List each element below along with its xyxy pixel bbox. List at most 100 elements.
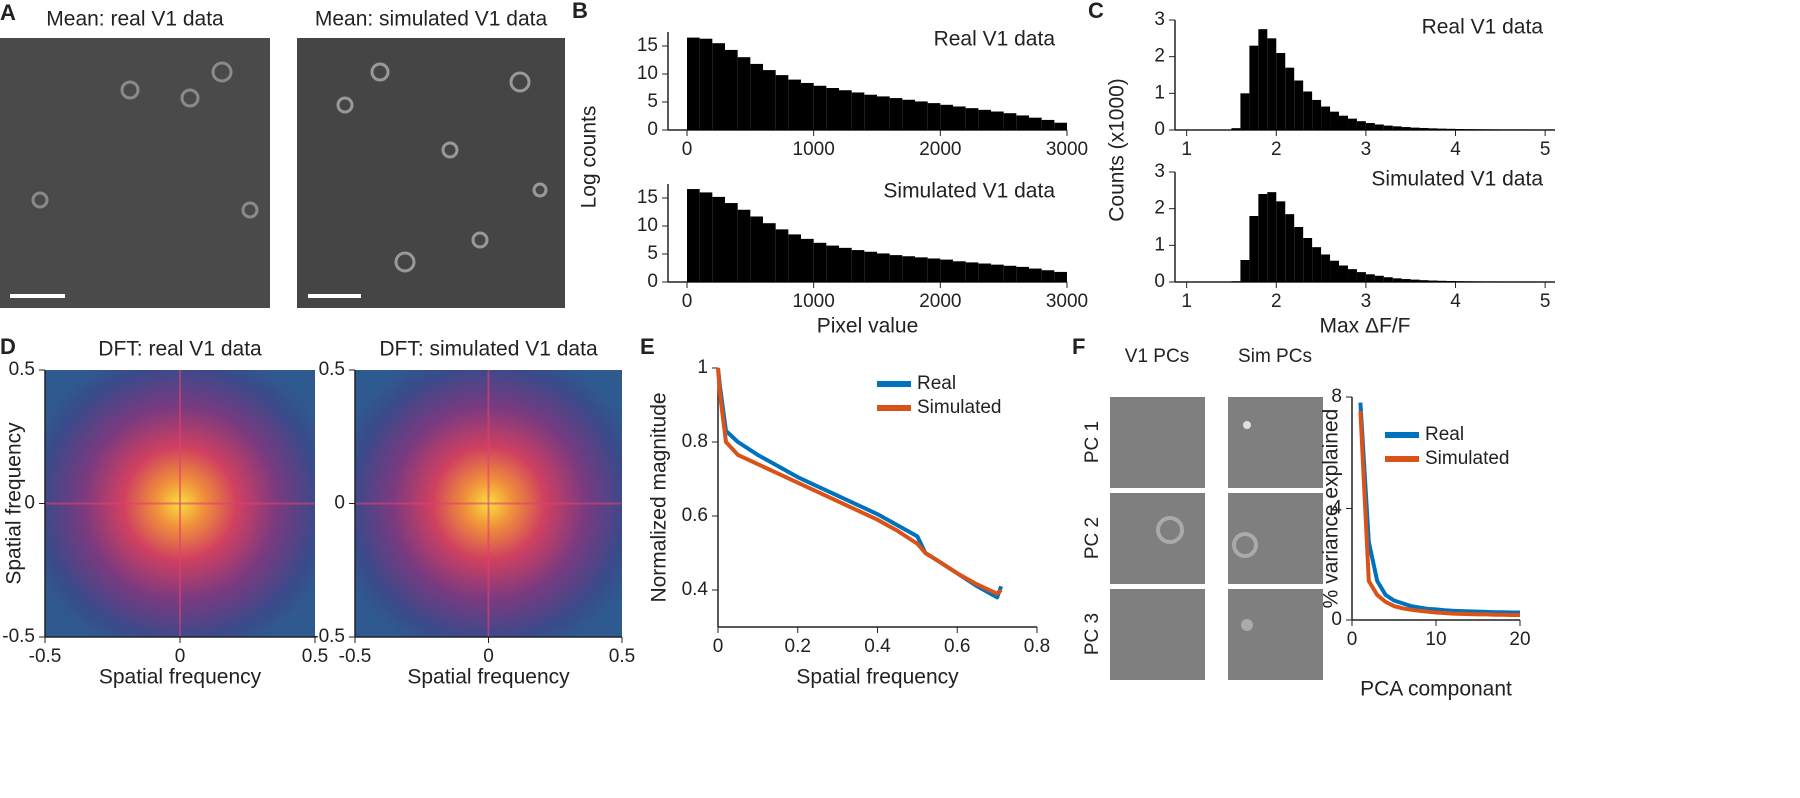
x-axis-label: PCA componant (1360, 678, 1512, 701)
y-axis-label: Normalized magnitude (648, 392, 671, 602)
y-tick-label: 3 (1154, 9, 1165, 30)
legend-label: Real (917, 373, 956, 394)
bar (801, 83, 814, 130)
y-tick-label: 15 (637, 35, 658, 56)
bar (1464, 129, 1473, 130)
y-axis-label: Counts (x1000) (1106, 78, 1129, 222)
bar (1375, 276, 1384, 282)
bar (1384, 277, 1393, 282)
bar (1303, 92, 1312, 131)
y-tick-label: -0.5 (2, 626, 35, 647)
y-tick-label: 0.5 (319, 359, 345, 380)
bar (1029, 118, 1042, 130)
bar (1054, 272, 1067, 282)
bar (1420, 280, 1429, 282)
bar (788, 234, 801, 282)
y-tick-label: 0 (1331, 609, 1342, 630)
y-tick-label: 2 (1154, 198, 1165, 219)
bar (940, 105, 953, 130)
bar (725, 203, 738, 282)
x-tick-label: 1 (1181, 139, 1192, 160)
bar (1267, 38, 1276, 130)
y-tick-label: 10 (637, 215, 658, 236)
x-tick-label: 1000 (793, 139, 835, 160)
bar (725, 50, 738, 130)
y-axis-label: Log counts (578, 106, 601, 209)
bar (890, 98, 903, 130)
bar (1491, 129, 1500, 130)
legend-label: Simulated (1425, 448, 1510, 469)
bar (750, 64, 763, 130)
bar (687, 189, 700, 282)
bar (1429, 128, 1438, 130)
bar (928, 258, 941, 282)
mean-image-sim (297, 38, 565, 308)
x-tick-label: 2000 (919, 139, 961, 160)
scale-bar (10, 294, 65, 298)
x-tick-label: 3000 (1046, 139, 1088, 160)
x-tick-label: -0.5 (29, 646, 62, 667)
bar (978, 110, 991, 130)
annotation: Real V1 data (1422, 16, 1544, 39)
bar (890, 255, 903, 282)
panel-label: F (1072, 334, 1085, 359)
x-tick-label: 0 (713, 636, 724, 657)
bar (826, 88, 839, 130)
x-tick-label: 0 (483, 646, 494, 667)
bar (1016, 267, 1029, 282)
x-tick-label: -0.5 (339, 646, 372, 667)
bar (1240, 93, 1249, 130)
bar (1330, 112, 1339, 130)
y-tick-label: 0.8 (682, 431, 708, 452)
bar (1042, 270, 1055, 282)
x-tick-label: 4 (1450, 291, 1461, 312)
bar (1231, 281, 1240, 282)
panel-label: E (640, 334, 655, 359)
bar (1402, 127, 1411, 130)
bar (1258, 29, 1267, 130)
bar (1294, 227, 1303, 282)
bar (877, 96, 890, 130)
x-tick-label: 0 (682, 291, 693, 312)
row-label: PC 2 (1082, 517, 1103, 559)
y-tick-label: 0 (24, 493, 35, 514)
bar (1411, 128, 1420, 130)
x-axis-label: Spatial frequency (796, 666, 959, 689)
y-tick-label: 0.6 (682, 505, 708, 526)
bar (763, 223, 776, 282)
bar (1249, 216, 1258, 282)
bar (852, 250, 865, 282)
column-title: Sim PCs (1238, 346, 1312, 367)
bar (1375, 125, 1384, 131)
bar (1321, 107, 1330, 130)
bar (864, 252, 877, 282)
bar (1348, 269, 1357, 282)
x-tick-label: 10 (1425, 629, 1446, 650)
bar (915, 257, 928, 282)
bar (814, 86, 827, 130)
bar (864, 95, 877, 130)
bar (953, 106, 966, 130)
y-tick-label: 2 (1154, 46, 1165, 67)
y-tick-label: 1 (697, 357, 708, 378)
x-tick-label: 0 (682, 139, 693, 160)
bar (1420, 128, 1429, 130)
bar (687, 38, 700, 130)
y-tick-label: 3 (1154, 161, 1165, 182)
y-tick-label: 5 (647, 91, 658, 112)
bar (852, 92, 865, 130)
row-label: PC 3 (1082, 613, 1103, 655)
pc-image (1228, 493, 1323, 584)
x-tick-label: 5 (1540, 139, 1551, 160)
bar (1402, 279, 1411, 282)
annotation: Simulated V1 data (883, 180, 1055, 203)
bar (826, 246, 839, 282)
y-tick-label: 0 (1154, 119, 1165, 140)
bar (1482, 129, 1491, 130)
legend-label: Simulated (917, 397, 1002, 418)
x-tick-label: 0.4 (864, 636, 891, 657)
bar (1456, 129, 1465, 130)
row-label: PC 1 (1082, 421, 1103, 463)
pc-image (1228, 589, 1323, 680)
